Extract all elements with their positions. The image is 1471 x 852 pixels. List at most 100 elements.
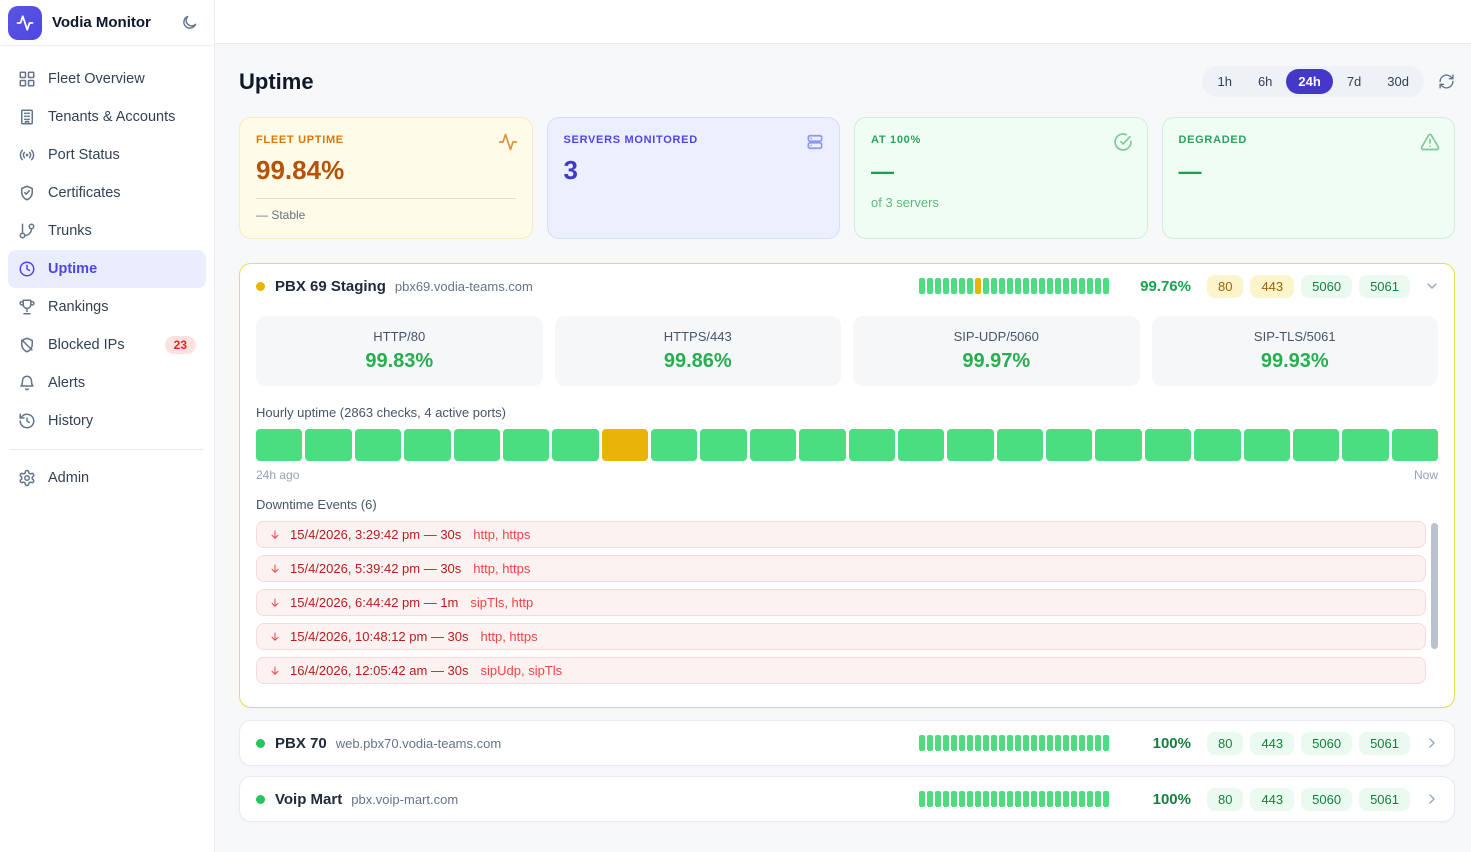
chevron-right-icon[interactable] <box>1424 791 1440 807</box>
chevron-right-icon[interactable] <box>1424 735 1440 751</box>
content-area: Uptime 1h 6h 24h 7d 30d FLEET UPTIME 99.… <box>215 44 1471 822</box>
event-ports: http, https <box>473 561 531 576</box>
uptime-percentage: 100% <box>1152 734 1191 752</box>
uptime-bar <box>958 278 965 294</box>
uptime-bar <box>1078 791 1085 807</box>
uptime-bar <box>1030 791 1037 807</box>
port-badge-80: 80 <box>1206 274 1244 298</box>
sidebar-item-label: Fleet Overview <box>48 71 145 87</box>
top-bar <box>215 0 1471 44</box>
uptime-bar <box>1094 735 1101 751</box>
chevron-down-icon[interactable] <box>1424 278 1440 294</box>
uptime-bar <box>998 735 1005 751</box>
uptime-bar <box>958 791 965 807</box>
shield-check-icon <box>18 184 36 202</box>
uptime-bar <box>1391 429 1438 461</box>
downtime-event: 15/4/2026, 5:39:42 pm — 30s http, https <box>256 555 1426 582</box>
uptime-bar <box>848 429 895 461</box>
uptime-bar <box>926 735 933 751</box>
uptime-bar <box>1054 735 1061 751</box>
events-scrollbar[interactable] <box>1431 523 1438 649</box>
header-controls: 1h 6h 24h 7d 30d <box>1202 66 1455 97</box>
event-ports: sipUdp, sipTls <box>480 663 563 678</box>
app-logo <box>8 5 42 40</box>
clock-icon <box>18 260 36 278</box>
chart-axis: 24h ago Now <box>256 468 1438 482</box>
uptime-bar <box>966 791 973 807</box>
uptime-bar <box>1006 278 1013 294</box>
event-time: 16/4/2026, 12:05:42 am — 30s <box>290 663 469 678</box>
sidebar-item-alerts[interactable]: Alerts <box>8 364 206 402</box>
port-stat-value: 99.86% <box>663 350 732 372</box>
uptime-bar <box>966 735 973 751</box>
refresh-button[interactable] <box>1438 73 1455 90</box>
range-button-24h[interactable]: 24h <box>1286 69 1333 94</box>
sidebar-item-fleet-overview[interactable]: Fleet Overview <box>8 60 206 98</box>
server-host: web.pbx70.vodia-teams.com <box>335 735 502 751</box>
uptime-bar <box>1038 278 1045 294</box>
event-time: 15/4/2026, 10:48:12 pm — 30s <box>290 629 469 644</box>
stat-value: — <box>871 158 894 184</box>
git-branch-icon <box>18 222 36 240</box>
app-title: Vodia Monitor <box>52 14 151 31</box>
sidebar-item-rankings[interactable]: Rankings <box>8 288 206 326</box>
range-button-7d[interactable]: 7d <box>1335 69 1373 94</box>
sidebar-item-port-status[interactable]: Port Status <box>8 136 206 174</box>
sidebar-item-tenants-accounts[interactable]: Tenants & Accounts <box>8 98 206 136</box>
uptime-bar <box>1102 278 1109 294</box>
downtime-event: 16/4/2026, 12:05:42 am — 30s sipUdp, sip… <box>256 657 1426 684</box>
downtime-events-title: Downtime Events (6) <box>256 497 377 512</box>
range-button-30d[interactable]: 30d <box>1375 69 1421 94</box>
uptime-bar <box>966 278 973 294</box>
blocked-ips-count-badge: 23 <box>164 336 196 354</box>
stat-card-at-100: AT 100% — of 3 servers <box>854 117 1148 239</box>
sidebar-divider <box>10 449 204 450</box>
sidebar-item-uptime[interactable]: Uptime <box>8 250 206 288</box>
server-row-header[interactable]: Voip Mart pbx.voip-mart.com 100% 80 443 … <box>240 777 1454 821</box>
server-row-header[interactable]: PBX 69 Staging pbx69.vodia-teams.com 99.… <box>240 264 1454 308</box>
uptime-bar <box>1194 429 1241 461</box>
server-detail-panel: HTTP/80 99.83% HTTPS/443 99.86% SIP-UDP/… <box>240 308 1454 707</box>
uptime-sparkline <box>918 278 1109 294</box>
uptime-bar <box>942 791 949 807</box>
uptime-bar <box>1342 429 1389 461</box>
port-stat-sip-tls-5061: SIP-TLS/5061 99.93% <box>1151 316 1438 386</box>
port-stat-label: SIP-TLS/5061 <box>1253 329 1336 344</box>
port-stat-sip-udp-5060: SIP-UDP/5060 99.97% <box>853 316 1140 386</box>
uptime-bar <box>1070 791 1077 807</box>
range-button-1h[interactable]: 1h <box>1205 69 1243 94</box>
alert-triangle-icon <box>1420 132 1440 152</box>
page-title: Uptime <box>239 68 314 94</box>
uptime-bar <box>1062 278 1069 294</box>
server-name: PBX 70 <box>275 734 327 752</box>
uptime-bar <box>998 791 1005 807</box>
uptime-bar <box>1095 429 1142 461</box>
server-card-voip-mart: Voip Mart pbx.voip-mart.com 100% 80 443 … <box>239 776 1455 822</box>
uptime-bar <box>1030 735 1037 751</box>
uptime-bar <box>1006 791 1013 807</box>
server-icon <box>805 132 825 152</box>
sidebar-item-admin[interactable]: Admin <box>8 459 206 497</box>
grid-icon <box>18 70 36 88</box>
moon-icon <box>181 14 198 31</box>
dark-mode-toggle[interactable] <box>181 14 198 31</box>
activity-icon <box>16 14 34 32</box>
sidebar-item-blocked-ips[interactable]: Blocked IPs 23 <box>8 326 206 364</box>
uptime-bar <box>942 735 949 751</box>
hourly-uptime-chart <box>256 429 1438 461</box>
range-button-6h[interactable]: 6h <box>1246 69 1284 94</box>
sidebar-item-history[interactable]: History <box>8 402 206 440</box>
sidebar-item-trunks[interactable]: Trunks <box>8 212 206 250</box>
uptime-bar <box>1030 278 1037 294</box>
status-dot <box>256 794 265 804</box>
arrow-down-icon <box>269 631 281 643</box>
sidebar-item-certificates[interactable]: Certificates <box>8 174 206 212</box>
server-row-header[interactable]: PBX 70 web.pbx70.vodia-teams.com 100% 80… <box>240 721 1454 765</box>
uptime-bar <box>1022 791 1029 807</box>
uptime-bar <box>1086 278 1093 294</box>
stat-card-fleet-uptime: FLEET UPTIME 99.84% — Stable <box>239 117 533 239</box>
uptime-bar <box>1086 735 1093 751</box>
port-badge-5061: 5061 <box>1359 787 1410 811</box>
uptime-bar <box>974 278 981 294</box>
status-dot <box>256 738 265 748</box>
